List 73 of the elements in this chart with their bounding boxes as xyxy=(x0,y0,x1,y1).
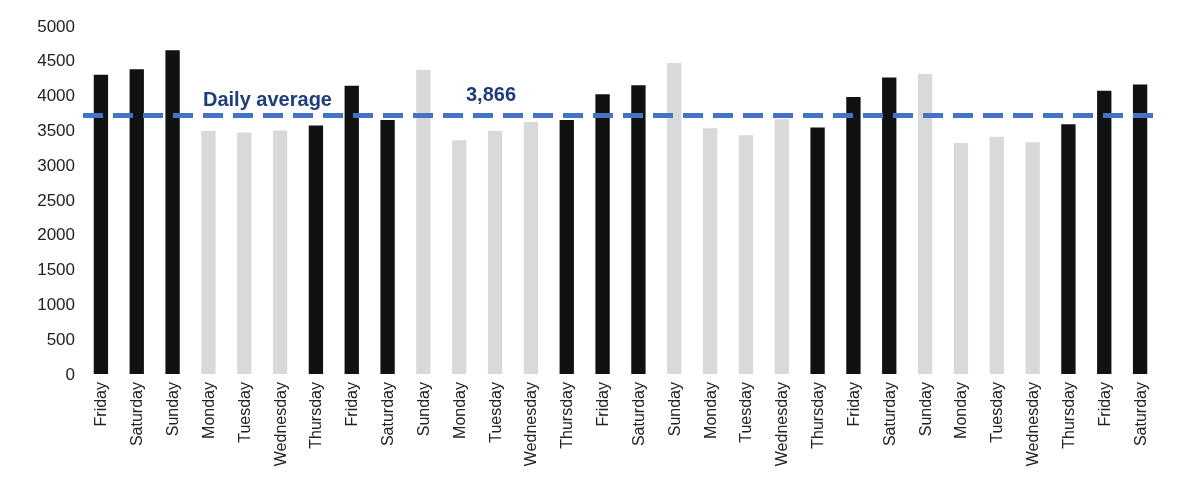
bar xyxy=(201,131,216,374)
bar xyxy=(165,50,180,374)
bar xyxy=(595,94,610,374)
x-tick-label: Saturday xyxy=(1131,382,1149,447)
y-tick-label: 4000 xyxy=(37,86,75,106)
y-tick-label: 500 xyxy=(46,329,75,349)
x-tick-label: Tuesday xyxy=(737,382,755,443)
x-tick-label: Thursday xyxy=(307,382,325,449)
x-tick-label: Thursday xyxy=(558,382,576,449)
bar xyxy=(667,62,682,374)
bar xyxy=(129,69,144,374)
x-tick-label: Friday xyxy=(844,382,862,427)
annotation: 3,866 xyxy=(466,83,517,105)
bar xyxy=(237,132,252,374)
bar xyxy=(702,128,718,374)
x-tick-label: Thursday xyxy=(1059,382,1077,449)
y-tick-label: 3000 xyxy=(37,155,75,175)
x-tick-label: Sunday xyxy=(164,382,182,437)
x-tick-label: Saturday xyxy=(128,382,146,447)
x-tick-label: Saturday xyxy=(629,382,647,447)
bar xyxy=(272,130,288,374)
x-tick-label: Sunday xyxy=(665,382,683,437)
x-tick-label: Monday xyxy=(199,382,217,439)
y-tick-label: 2500 xyxy=(37,190,75,210)
x-tick-label: Wednesday xyxy=(773,382,791,467)
bar xyxy=(846,96,861,374)
x-tick-label: Wednesday xyxy=(1024,382,1042,467)
x-tick-label: Monday xyxy=(450,382,468,439)
y-tick-label: 0 xyxy=(65,364,75,384)
y-tick-label: 1500 xyxy=(37,260,75,280)
x-tick-label: Sunday xyxy=(916,382,934,437)
y-tick-label: 3500 xyxy=(37,120,75,140)
x-tick-label: Wednesday xyxy=(522,382,540,467)
bar xyxy=(380,119,395,374)
bar xyxy=(308,125,324,374)
y-tick-label: 5000 xyxy=(37,16,75,36)
bar xyxy=(953,142,969,374)
bar xyxy=(1097,90,1112,374)
x-tick-label: Friday xyxy=(594,382,612,427)
x-tick-label: Saturday xyxy=(880,382,898,447)
bar xyxy=(559,119,574,374)
bar xyxy=(93,74,109,374)
bar xyxy=(1061,124,1076,374)
x-tick-label: Thursday xyxy=(809,382,827,449)
bar xyxy=(810,127,825,374)
ref-line-label: Daily average xyxy=(203,88,332,111)
x-tick-label: Tuesday xyxy=(988,382,1006,443)
bar xyxy=(1132,84,1148,374)
y-tick-label: 2000 xyxy=(37,225,75,245)
y-tick-label: 4500 xyxy=(37,51,75,71)
bar xyxy=(344,85,359,374)
bar xyxy=(917,74,933,374)
x-tick-label: Tuesday xyxy=(235,382,253,443)
bar xyxy=(1025,142,1040,374)
x-tick-label: Friday xyxy=(343,382,361,427)
x-tick-label: Saturday xyxy=(379,382,397,447)
x-tick-label: Monday xyxy=(952,382,970,439)
x-tick-label: Monday xyxy=(701,382,719,439)
x-tick-label: Wednesday xyxy=(271,382,289,467)
bar xyxy=(523,122,539,374)
x-tick-label: Friday xyxy=(1095,382,1113,427)
bar xyxy=(452,140,467,374)
bar xyxy=(989,136,1004,374)
bar xyxy=(738,135,754,374)
x-tick-label: Friday xyxy=(92,382,110,427)
bar xyxy=(487,131,503,374)
x-tick-label: Sunday xyxy=(414,382,432,437)
y-tick-label: 1000 xyxy=(37,294,75,314)
bar xyxy=(882,77,897,374)
bar xyxy=(416,69,431,374)
bar xyxy=(774,119,789,374)
x-tick-label: Tuesday xyxy=(486,382,504,443)
bar xyxy=(631,85,646,374)
